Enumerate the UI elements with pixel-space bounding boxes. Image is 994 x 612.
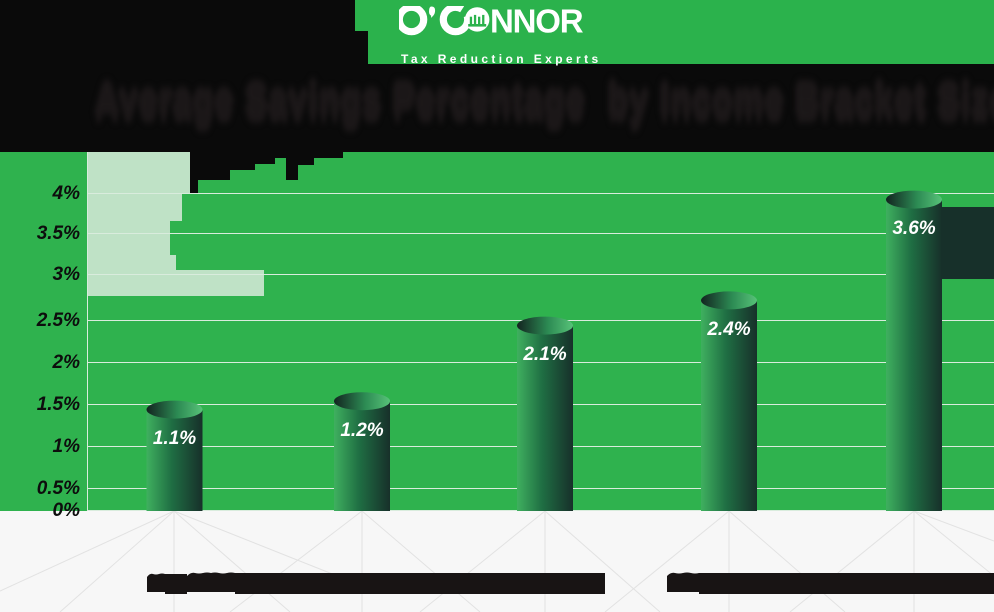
svg-text:NNOR: NNOR (490, 6, 584, 40)
